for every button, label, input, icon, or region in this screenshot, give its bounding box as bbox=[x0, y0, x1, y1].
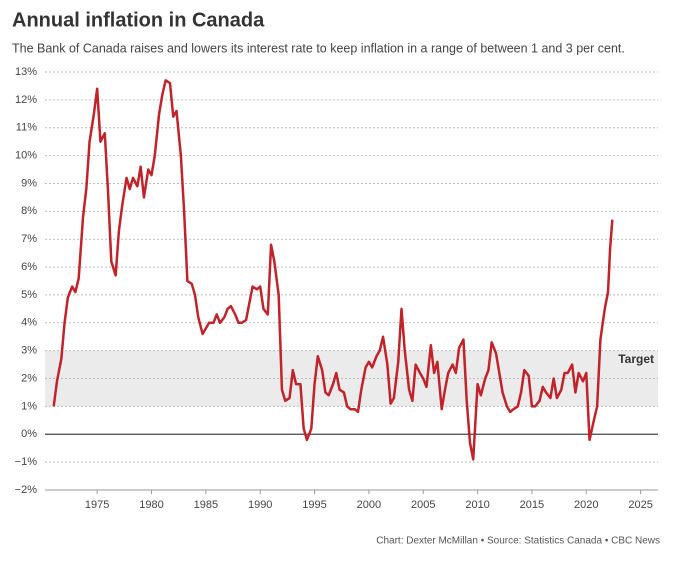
x-tick-label: 2020 bbox=[574, 499, 598, 511]
y-tick-label: 9% bbox=[21, 177, 37, 189]
y-tick-label: 4% bbox=[21, 317, 37, 329]
y-tick-label: 2% bbox=[21, 372, 37, 384]
x-tick-label: 1975 bbox=[85, 499, 109, 511]
y-tick-label: 5% bbox=[21, 289, 37, 301]
inflation-line bbox=[52, 79, 614, 461]
chart-footer: Chart: Dexter McMillan • Source: Statist… bbox=[376, 536, 660, 547]
y-tick-label: 12% bbox=[15, 94, 37, 106]
x-tick-label: 1995 bbox=[302, 499, 326, 511]
y-tick-label: 3% bbox=[21, 345, 37, 357]
x-tick-label: 1980 bbox=[139, 499, 163, 511]
x-tick-label: 2005 bbox=[411, 499, 435, 511]
x-tick-label: 1985 bbox=[194, 499, 218, 511]
y-tick-label: 6% bbox=[21, 261, 37, 273]
y-tick-label: −1% bbox=[15, 456, 38, 468]
target-label: Target bbox=[618, 352, 654, 366]
y-tick-label: 11% bbox=[16, 122, 37, 134]
chart-subtitle: The Bank of Canada raises and lowers its… bbox=[12, 41, 625, 55]
x-tick-label: 2015 bbox=[520, 499, 544, 511]
x-tick-label: 2025 bbox=[628, 499, 652, 511]
x-tick-label: 2010 bbox=[465, 499, 489, 511]
y-tick-label: 1% bbox=[21, 400, 37, 412]
y-tick-label: 8% bbox=[21, 205, 37, 217]
x-tick-label: 2000 bbox=[357, 499, 381, 511]
y-tick-label: 0% bbox=[21, 428, 37, 440]
y-tick-label: −2% bbox=[15, 484, 38, 496]
x-tick-label: 1990 bbox=[248, 499, 272, 511]
y-tick-label: 10% bbox=[15, 150, 37, 162]
y-tick-label: 13% bbox=[15, 66, 37, 78]
y-tick-label: 7% bbox=[21, 233, 37, 245]
chart-title: Annual inflation in Canada bbox=[12, 9, 265, 31]
